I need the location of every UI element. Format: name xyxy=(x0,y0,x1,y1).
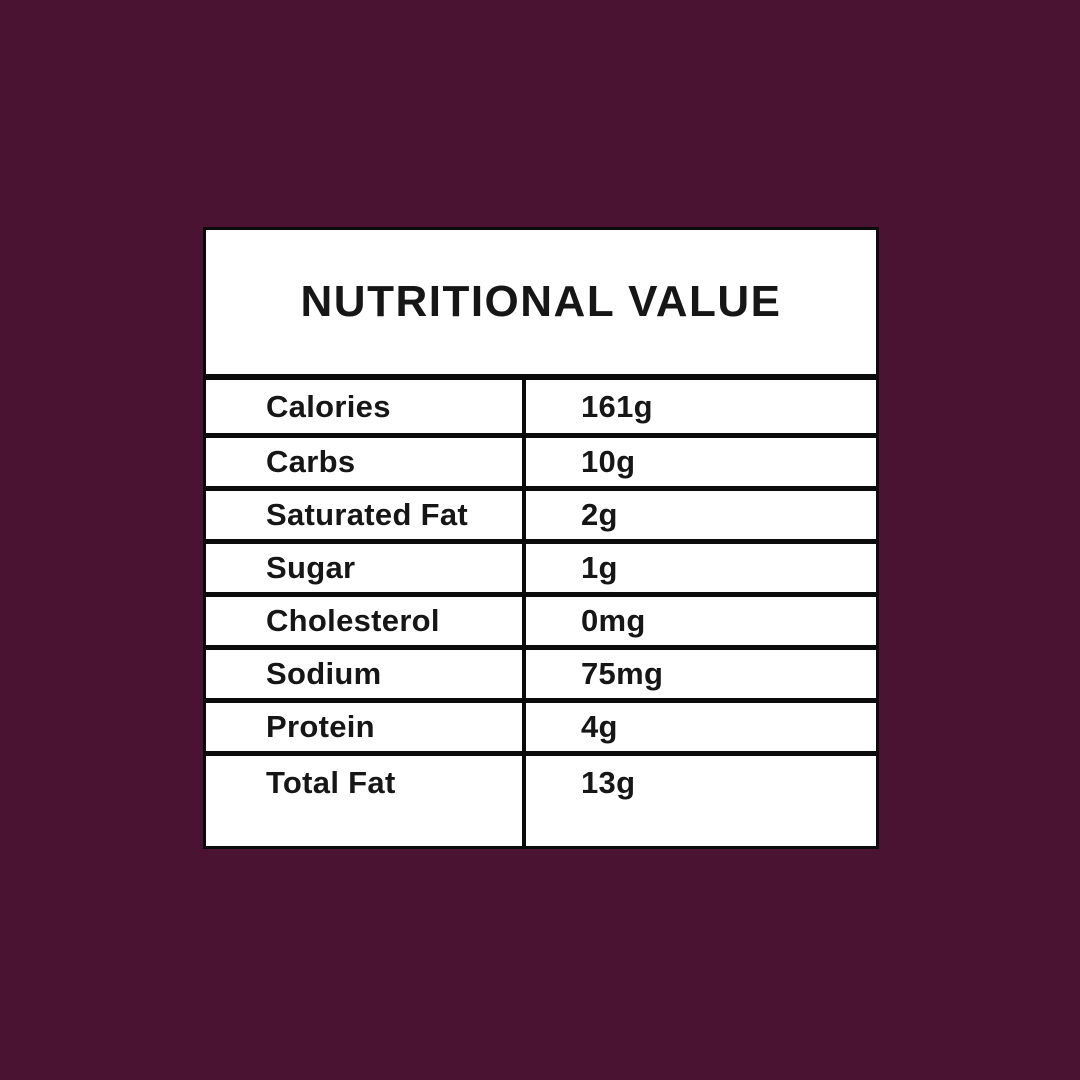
nutrient-label: Carbs xyxy=(206,438,526,486)
table-row: Sodium 75mg xyxy=(206,645,876,698)
table-row: Calories 161g xyxy=(206,380,876,433)
table-row: Protein 4g xyxy=(206,698,876,751)
nutrient-value: 161g xyxy=(581,388,653,424)
nutrient-value: 75mg xyxy=(581,656,664,691)
nutrient-label: Total Fat xyxy=(206,756,526,846)
table-row: Carbs 10g xyxy=(206,433,876,486)
nutrient-value: 13g xyxy=(581,765,636,800)
card-header: NUTRITIONAL VALUE xyxy=(206,230,876,380)
nutrient-value: 1g xyxy=(581,550,618,585)
nutrient-value: 10g xyxy=(581,444,636,479)
nutrient-label: Cholesterol xyxy=(206,597,526,645)
nutrient-label: Saturated Fat xyxy=(206,491,526,539)
nutrient-value: 4g xyxy=(581,709,618,744)
nutrient-label: Sodium xyxy=(206,650,526,698)
nutrient-label: Protein xyxy=(206,703,526,751)
table-row: Total Fat 13g xyxy=(206,751,876,846)
nutrition-table: Calories 161g Carbs 10g Saturated Fat 2g… xyxy=(206,380,876,846)
table-row: Saturated Fat 2g xyxy=(206,486,876,539)
nutrient-value: 2g xyxy=(581,497,618,532)
nutrient-value: 0mg xyxy=(581,603,646,638)
table-row: Sugar 1g xyxy=(206,539,876,592)
nutrition-card: NUTRITIONAL VALUE Calories 161g Carbs 10… xyxy=(203,227,879,849)
page-title: NUTRITIONAL VALUE xyxy=(300,277,782,326)
table-row: Cholesterol 0mg xyxy=(206,592,876,645)
nutrient-label: Calories xyxy=(206,380,526,433)
nutrient-label: Sugar xyxy=(206,544,526,592)
